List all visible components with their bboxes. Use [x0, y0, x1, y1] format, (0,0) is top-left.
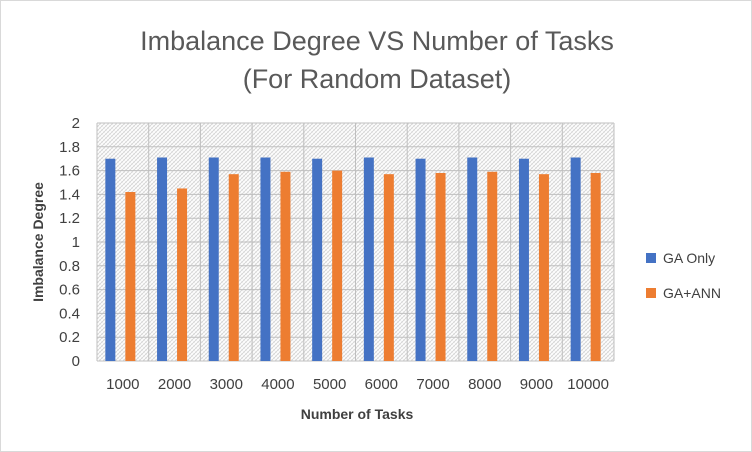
y-tick-label: 1	[72, 234, 80, 251]
y-tick-labels: 0 0.2 0.4 0.6 0.8 1 1.2 1.4 1.6 1.8 2	[59, 115, 80, 370]
bar-ga-only-7000	[415, 158, 426, 361]
x-tick-label: 7000	[416, 376, 449, 393]
bar-ga-ann-4000	[280, 171, 291, 361]
legend-label-ga-ann: GA+ANN	[663, 285, 721, 301]
x-tick-label: 9000	[520, 376, 553, 393]
y-tick-label: 0	[72, 353, 80, 370]
y-tick-label: 1.2	[59, 210, 80, 227]
legend-swatch-ga-only	[646, 253, 656, 263]
bar-ga-ann-2000	[177, 188, 188, 361]
y-tick-label: 1.8	[59, 139, 80, 156]
legend: GA Only GA+ANN	[646, 250, 721, 301]
bar-ga-ann-10000	[590, 172, 601, 361]
bar-ga-only-6000	[363, 157, 374, 361]
x-tick-label: 2000	[158, 376, 191, 393]
chart-subtitle: (For Random Dataset)	[243, 64, 512, 94]
y-tick-label: 0.6	[59, 282, 80, 299]
x-tick-label: 8000	[468, 376, 501, 393]
x-tick-labels: 1000 2000 3000 4000 5000 6000 7000 8000 9000 1000…	[106, 376, 609, 393]
x-axis-title: Number of Tasks	[301, 406, 414, 422]
y-tick-label: 1.4	[59, 186, 80, 203]
y-tick-label: 2	[72, 115, 80, 132]
bar-ga-ann-5000	[332, 170, 343, 361]
bar-ga-only-3000	[208, 157, 219, 361]
bar-ga-ann-8000	[487, 171, 498, 361]
bar-ga-only-4000	[260, 157, 271, 361]
bar-ga-ann-1000	[125, 192, 136, 361]
chart-title: Imbalance Degree VS Number of Tasks	[140, 26, 614, 56]
legend-label-ga-only: GA Only	[663, 250, 715, 266]
y-axis-title: Imbalance Degree	[30, 182, 46, 302]
bar-ga-only-10000	[570, 157, 581, 361]
bars	[105, 157, 601, 361]
x-tick-label: 4000	[261, 376, 294, 393]
bar-ga-only-1000	[105, 158, 116, 361]
x-tick-label: 3000	[210, 376, 243, 393]
bar-ga-only-5000	[312, 158, 323, 361]
bar-ga-only-9000	[518, 158, 529, 361]
bar-ga-ann-3000	[228, 174, 239, 361]
y-tick-label: 0.2	[59, 329, 80, 346]
y-tick-label: 0.8	[59, 258, 80, 275]
bar-ga-only-8000	[467, 157, 478, 361]
bar-ga-ann-6000	[383, 174, 394, 361]
bar-ga-ann-7000	[435, 172, 446, 361]
y-tick-label: 0.4	[59, 305, 80, 322]
x-tick-label: 10000	[567, 376, 609, 393]
x-tick-label: 6000	[365, 376, 398, 393]
bar-ga-ann-9000	[538, 174, 549, 361]
y-tick-label: 1.6	[59, 163, 80, 180]
legend-swatch-ga-ann	[646, 288, 656, 298]
bar-ga-only-2000	[157, 157, 168, 361]
x-tick-label: 5000	[313, 376, 346, 393]
x-tick-label: 1000	[106, 376, 139, 393]
